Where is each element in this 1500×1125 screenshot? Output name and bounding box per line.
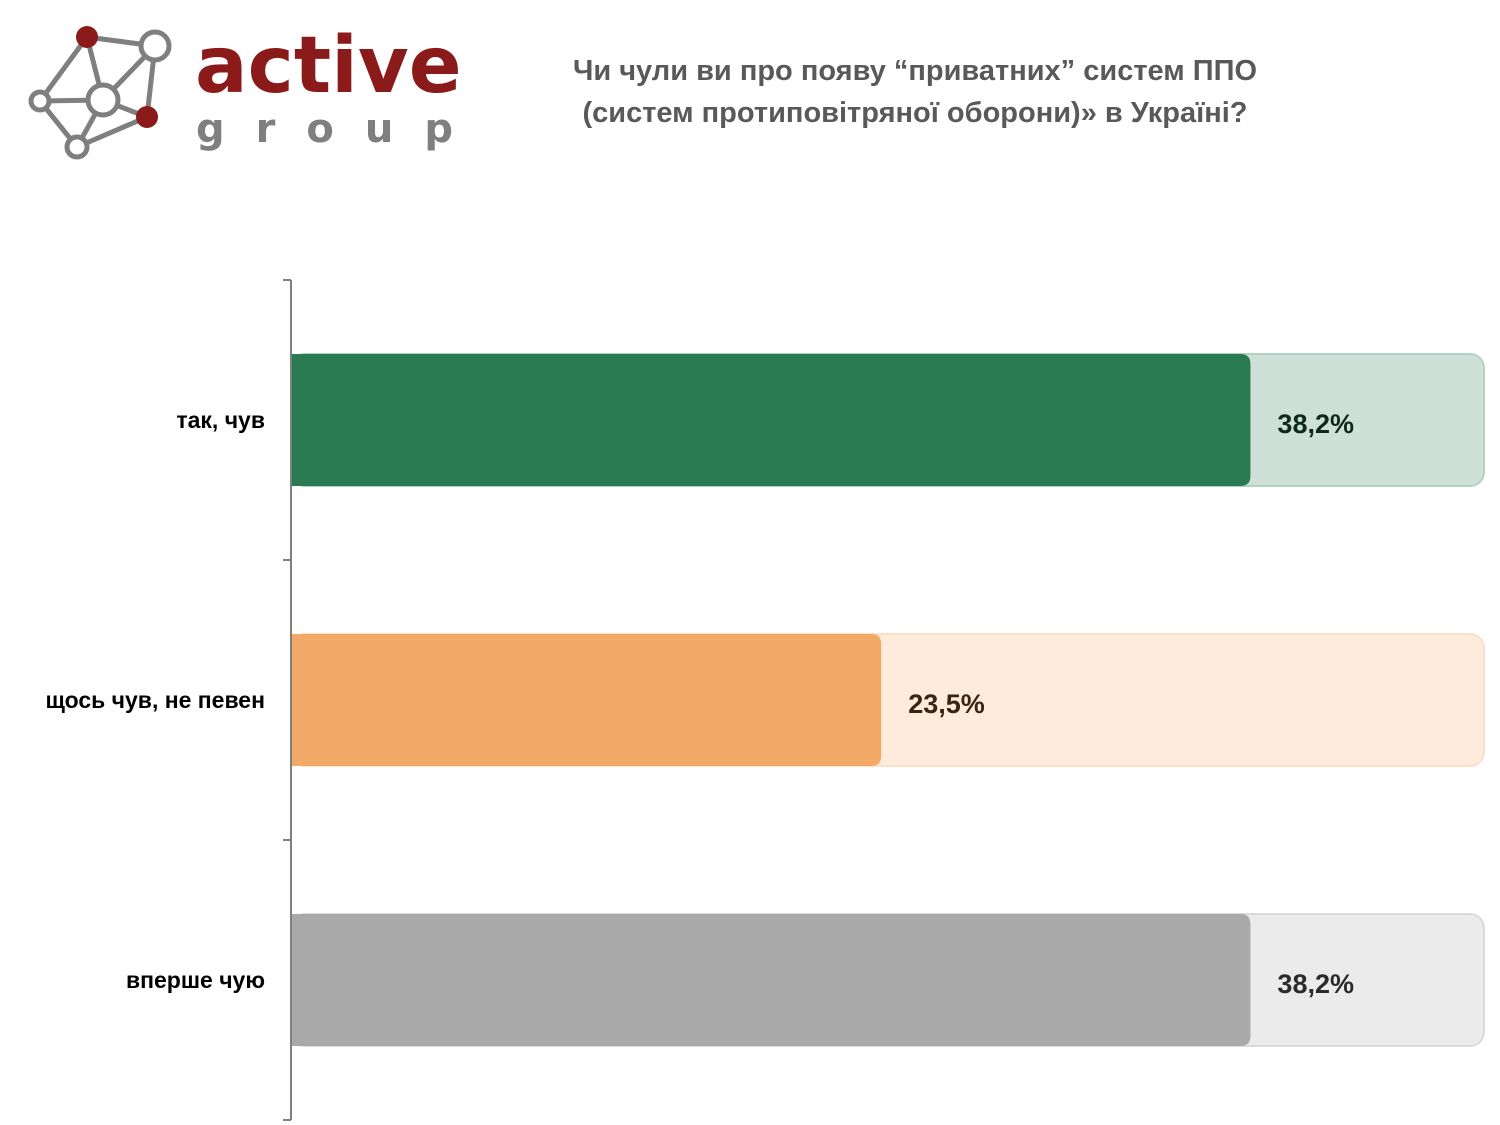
bar xyxy=(291,914,1251,1046)
data-label: 23,5% xyxy=(908,689,985,719)
network-icon xyxy=(28,29,172,160)
network-node-red xyxy=(76,26,98,48)
chart-title: Чи чули ви про появу “приватних” систем … xyxy=(480,50,1350,134)
category-label: вперше чую xyxy=(126,967,265,993)
category-label: так, чув xyxy=(176,407,265,433)
data-label: 38,2% xyxy=(1277,969,1354,999)
bar xyxy=(291,634,882,766)
chart-title-line-1: Чи чули ви про появу “приватних” систем … xyxy=(572,55,1258,87)
network-node-red xyxy=(136,106,158,128)
chart-title-line-2: (систем протиповітряної оборони)» в Укра… xyxy=(582,97,1248,129)
category-label: щось чув, не певен xyxy=(45,687,265,713)
data-label: 38,2% xyxy=(1277,409,1354,439)
active-group-logo: active group xyxy=(28,21,460,160)
logo-word-group: group xyxy=(196,106,460,152)
logo-word-active: active xyxy=(195,21,460,111)
bar xyxy=(291,354,1251,486)
